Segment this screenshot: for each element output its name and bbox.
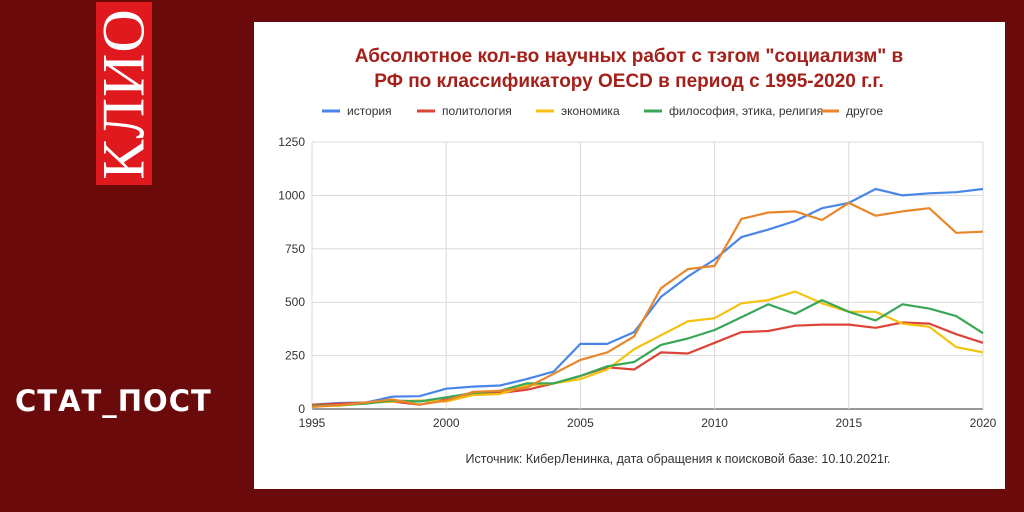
chart-title-line-1: Абсолютное кол-во научных работ с тэгом … (355, 46, 903, 67)
chart-card: Абсолютное кол-во научных работ с тэгом … (254, 22, 1005, 489)
x-tick-label: 2020 (970, 416, 997, 430)
chart-series-lines (311, 187, 984, 408)
line-chart: Абсолютное кол-во научных работ с тэгом … (278, 46, 997, 466)
legend-label: история (347, 104, 392, 118)
legend-label: политология (442, 104, 512, 118)
x-tick-label: 2015 (835, 416, 862, 430)
chart-source-note: Источник: КиберЛенинка, дата обращения к… (466, 452, 891, 466)
chart-title-line-2: РФ по классификатору OECD в период с 199… (374, 71, 883, 92)
y-tick-label: 1250 (278, 135, 305, 149)
series-line (311, 299, 984, 407)
brand-logo-text: КЛИО (96, 7, 152, 180)
y-tick-label: 500 (285, 295, 305, 309)
y-axis-ticks: 0 250 500 750 1000 1250 (278, 135, 305, 416)
y-tick-label: 750 (285, 242, 305, 256)
channel-label: СТАТ_ПОСТ (15, 384, 212, 418)
series-line (311, 201, 984, 408)
x-tick-label: 1995 (299, 416, 326, 430)
series-line (311, 321, 984, 406)
brand-logo-box: КЛИО (96, 2, 152, 185)
x-tick-label: 2000 (433, 416, 460, 430)
y-tick-label: 250 (285, 349, 305, 363)
legend-label: экономика (561, 104, 620, 118)
series-line (311, 187, 984, 406)
legend-label: другое (846, 104, 883, 118)
legend-label: философия, этика, религия (669, 104, 823, 118)
chart-legend: история политология экономика философия, эт… (322, 104, 883, 118)
x-tick-label: 2010 (701, 416, 728, 430)
y-tick-label: 0 (298, 402, 305, 416)
series-line (312, 290, 984, 407)
x-axis-ticks: 1995 2000 2005 2010 2015 2020 (299, 416, 997, 430)
chart-gridlines (311, 141, 984, 410)
x-tick-label: 2005 (567, 416, 594, 430)
y-tick-label: 1000 (278, 188, 305, 202)
